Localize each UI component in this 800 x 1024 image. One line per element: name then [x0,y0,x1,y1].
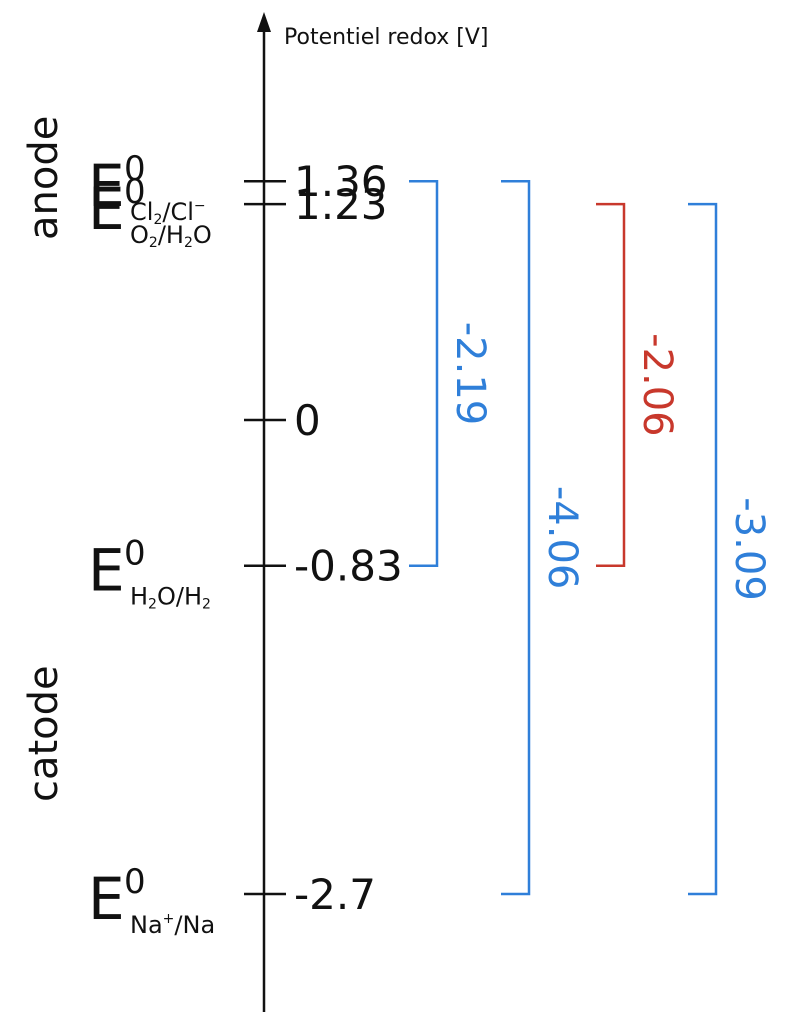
couple-superscript-h2o: 0 [124,534,146,574]
couple-superscript-cl2: 0 [124,149,146,189]
bracket-b1 [409,179,439,567]
tick-label-na: -2.7 [294,870,376,919]
couple-symbol-na: E [88,865,125,933]
tick-label-o2: 1.23 [294,180,388,229]
bracket-label-b4: -3.09 [726,497,772,601]
catode-label: catode [21,665,67,802]
couple-part: − [194,198,206,214]
axis-arrow-icon [257,12,271,32]
couple-symbol-o2: E [88,175,125,243]
couple-part: 2 [184,235,193,251]
tick-label-zero: 0 [294,396,321,445]
anode-label: anode [21,116,67,240]
bracket-label-b3: -2.06 [634,333,680,437]
couple-symbol-h2o: E [88,537,125,605]
couple-superscript-na: 0 [124,862,146,902]
tick-label-h2o: -0.83 [294,542,403,591]
couple-symbol-cl2: E [88,152,125,220]
bracket-b3 [596,202,626,567]
couple-part: O [130,221,149,249]
couple-part: 2 [153,212,162,228]
couple-part: O [193,221,212,249]
couple-subscript-o2: O2/H2O [130,221,212,251]
couple-part: 2 [148,597,157,613]
bracket-label-b1: -2.19 [447,322,493,426]
couple-part: + [163,911,175,927]
couple-part: /Na [174,911,215,939]
bracket-label-b2: -4.06 [539,486,585,590]
couple-part: 2 [202,597,211,613]
bracket-group: -2.19 -4.06 -2.06 -3.09 [409,179,772,896]
couple-part: Cl [130,198,153,226]
couple-part: /Cl [162,198,194,226]
bracket-b2 [501,179,531,896]
couple-part: 2 [149,235,158,251]
couple-part: /H [158,221,184,249]
axis-title: Potentiel redox [V] [284,25,489,50]
couple-superscript-o2: 0 [124,172,146,212]
tick-label-cl2: 1.36 [294,157,388,206]
bracket-b4 [688,202,718,896]
couple-part: O/H [157,583,202,611]
tick-group: 1.361.23 0 -0.83 -2.7 [244,157,403,919]
couple-subscript-na: Na+/Na [130,911,215,939]
couple-subscript-h2o: H2O/H2 [130,583,211,613]
couple-part: H [130,583,148,611]
couple-part: Na [130,911,163,939]
couple-subscript-cl2: Cl2/Cl− [130,198,206,228]
